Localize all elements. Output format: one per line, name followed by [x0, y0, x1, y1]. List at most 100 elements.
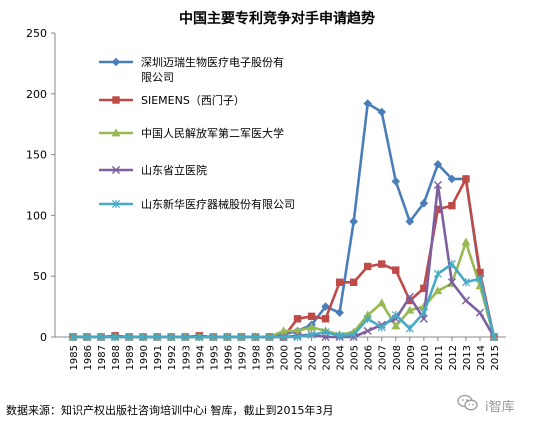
legend-label: 山东省立医院: [141, 163, 207, 177]
x-tick-label: 1998: [251, 345, 262, 370]
x-tick-label: 1991: [153, 345, 164, 370]
data-point: [447, 259, 456, 269]
legend-item: 山东省立医院: [99, 163, 207, 177]
data-point: [462, 175, 470, 183]
data-point: [335, 331, 344, 340]
legend-swatch-marker: [111, 165, 121, 175]
x-tick-label: 2007: [378, 345, 389, 370]
legend-item: SIEMENS（西门子）: [99, 93, 245, 107]
x-tick-label: 1989: [125, 345, 136, 370]
legend-label-line: 深圳迈瑞生物医疗电子股份有: [141, 55, 284, 69]
y-tick-label: 100: [26, 209, 47, 222]
x-tick-label: 1988: [111, 345, 122, 370]
data-point: [321, 328, 330, 337]
x-tick-label: 1997: [237, 345, 248, 370]
data-point: [378, 260, 386, 268]
legend-label: 山东新华医疗器械股份有限公司: [141, 197, 295, 211]
source-note: 数据来源：知识产权出版社咨询培训中心i 智库，截止到2015年3月: [6, 404, 334, 417]
legend-label: 中国人民解放军第二军医大学: [141, 126, 284, 140]
wechat-icon: [457, 394, 478, 411]
data-point: [68, 332, 78, 342]
data-point: [405, 324, 414, 333]
x-tick-label: 2010: [420, 345, 431, 370]
data-point: [433, 286, 443, 295]
x-tick-label: 2006: [364, 345, 375, 370]
data-point: [349, 217, 358, 226]
data-point-stroke: [405, 292, 414, 301]
x-tick-label: 1985: [69, 345, 80, 370]
data-point-stroke: [447, 278, 456, 287]
legend-swatch-marker: [112, 96, 120, 104]
x-tick-label: 2014: [476, 345, 487, 370]
y-tick-label: 250: [26, 27, 47, 40]
legend-label: SIEMENS（西门子）: [141, 93, 245, 107]
watermark-text: i智库: [485, 400, 515, 415]
legend-label: 深圳迈瑞生物医疗电子股份有限公司: [141, 55, 284, 84]
data-point: [475, 308, 485, 317]
y-tick-label: 0: [40, 331, 47, 344]
data-point: [419, 198, 429, 208]
x-tick-label: 1990: [139, 345, 150, 370]
data-point: [475, 274, 484, 283]
x-tick-label: 2003: [322, 345, 333, 370]
data-point: [125, 332, 134, 342]
data-point: [321, 315, 330, 323]
x-tick-label: 1994: [195, 345, 206, 370]
data-point-stroke: [419, 314, 428, 323]
data-point: [293, 332, 302, 342]
data-point: [321, 302, 330, 311]
data-point: [489, 332, 499, 342]
data-point: [111, 332, 120, 342]
data-point: [363, 326, 372, 336]
data-point: [377, 298, 387, 307]
data-point: [447, 174, 457, 184]
data-point: [293, 315, 302, 323]
data-point: [349, 330, 358, 339]
chart-title: 中国主要专利竞争对手申请趋势: [179, 11, 375, 27]
data-point: [139, 332, 148, 342]
x-tick-label: 2002: [308, 345, 319, 370]
chart-legend: 深圳迈瑞生物医疗电子股份有限公司 SIEMENS（西门子） 中国人民解放军第二军医大…: [99, 55, 295, 211]
data-point: [419, 308, 428, 317]
data-point: [83, 332, 92, 342]
x-tick-label: 1999: [265, 345, 276, 370]
data-point: [167, 332, 176, 342]
legend-item: 山东新华医疗器械股份有限公司: [99, 197, 295, 211]
data-point: [405, 292, 414, 301]
data-point: [335, 278, 344, 286]
data-point: [405, 305, 415, 314]
data-point: [237, 332, 246, 342]
data-point: [279, 332, 288, 342]
data-point: [391, 321, 401, 330]
data-point: [391, 311, 400, 320]
legend-item: 深圳迈瑞生物医疗电子股份有限公司: [99, 55, 284, 84]
series-5: [68, 259, 499, 342]
data-point: [405, 217, 415, 226]
data-point: [363, 314, 372, 323]
x-tick-label: 1996: [223, 345, 234, 370]
data-point: [391, 177, 401, 186]
x-tick-label: 1995: [209, 345, 220, 370]
data-point: [377, 107, 387, 117]
y-tick-label: 200: [26, 88, 47, 101]
data-point: [307, 312, 316, 321]
y-tick-label: 50: [33, 270, 47, 283]
x-tick-label: 2001: [294, 345, 305, 370]
legend-swatch-marker-stroke: [111, 165, 121, 175]
data-point-stroke: [433, 180, 442, 190]
data-point: [307, 322, 317, 331]
x-tick-label: 1993: [181, 345, 192, 370]
data-point: [461, 278, 470, 287]
data-point: [377, 323, 386, 332]
legend-swatch-marker: [111, 57, 121, 67]
data-point: [335, 308, 344, 317]
data-point: [392, 266, 400, 274]
chart-series-group: [68, 99, 499, 342]
data-point: [461, 237, 471, 246]
data-point: [363, 99, 373, 108]
x-tick-label: 2011: [434, 345, 445, 370]
legend-swatch-marker: [111, 199, 121, 209]
data-point-stroke: [475, 308, 485, 317]
